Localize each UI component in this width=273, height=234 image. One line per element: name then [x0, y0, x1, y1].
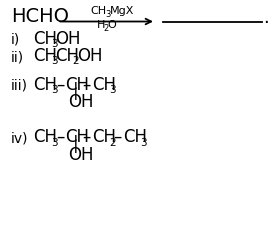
Text: –: –	[56, 76, 64, 94]
Text: 3: 3	[109, 85, 116, 95]
Text: CH: CH	[33, 76, 57, 94]
Text: –: –	[83, 128, 91, 146]
Text: CH: CH	[33, 47, 57, 65]
Text: 3: 3	[141, 138, 147, 148]
Text: CH: CH	[92, 76, 116, 94]
Text: H: H	[97, 20, 106, 30]
Text: 3: 3	[105, 10, 111, 19]
Text: CH: CH	[123, 128, 147, 146]
Text: OH: OH	[68, 146, 94, 165]
Text: CH: CH	[33, 30, 57, 48]
Text: CH: CH	[92, 128, 116, 146]
Text: CH: CH	[33, 128, 57, 146]
Text: 3: 3	[51, 39, 57, 49]
Text: iv): iv)	[11, 131, 28, 145]
Text: 2: 2	[103, 24, 108, 33]
Text: 3: 3	[51, 85, 57, 95]
Text: .: .	[263, 9, 269, 27]
Text: 3: 3	[51, 138, 57, 148]
Text: HCHO: HCHO	[11, 7, 69, 26]
Text: O: O	[108, 20, 116, 30]
Text: CH: CH	[91, 6, 107, 16]
Text: –: –	[56, 128, 64, 146]
Text: OH: OH	[77, 47, 102, 65]
Text: 3: 3	[51, 56, 57, 66]
Text: OH: OH	[55, 30, 81, 48]
Text: –: –	[113, 128, 122, 146]
Text: –: –	[83, 76, 91, 94]
Text: |: |	[73, 135, 78, 153]
Text: |: |	[73, 82, 78, 100]
Text: 2: 2	[109, 138, 116, 148]
Text: i): i)	[11, 33, 20, 47]
Text: CH: CH	[65, 76, 89, 94]
Text: 2: 2	[73, 56, 79, 66]
Text: ii): ii)	[11, 50, 24, 64]
Text: OH: OH	[68, 93, 94, 111]
Text: MgX: MgX	[110, 6, 135, 16]
Text: CH: CH	[55, 47, 79, 65]
Text: iii): iii)	[11, 79, 28, 93]
Text: CH: CH	[65, 128, 89, 146]
